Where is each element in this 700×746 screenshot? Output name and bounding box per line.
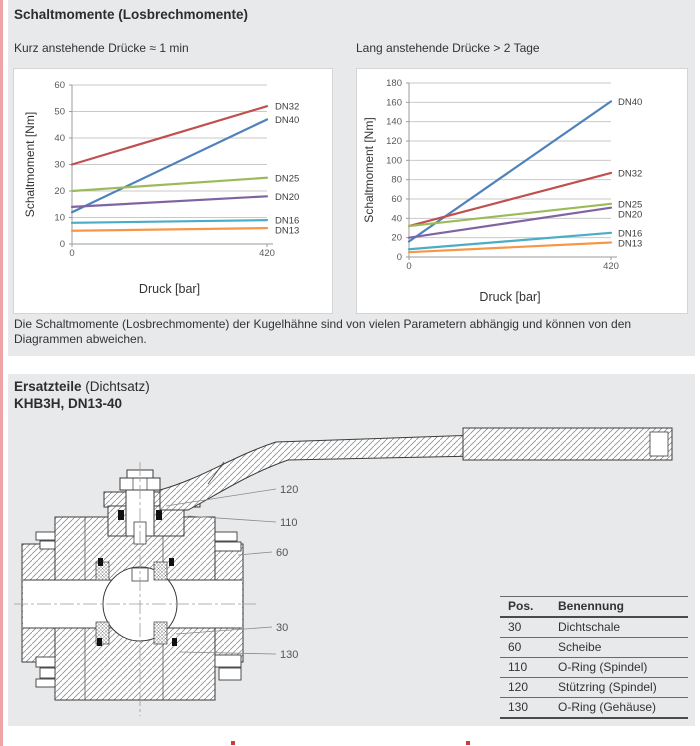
handle-grip: [462, 427, 673, 461]
x-axis-title: Druck [bar]: [139, 282, 200, 296]
part-pos: 30: [508, 620, 522, 634]
y-tick-label: 140: [386, 117, 402, 128]
spare-parts-heading-plain: (Dichtsatz): [81, 379, 150, 394]
part-pos: 130: [508, 700, 529, 714]
y-tick-label: 120: [386, 136, 402, 147]
parts-table-header-pos: Pos.: [508, 599, 534, 613]
y-axis-title: Schaltmoment [Nm]: [23, 112, 37, 217]
part-pos: 60: [508, 640, 522, 654]
series-label-DN40: DN40: [618, 97, 642, 108]
series-label-DN40: DN40: [275, 115, 299, 126]
callout-leaders: [165, 488, 277, 655]
flange-bolts: [35, 531, 242, 688]
series-line-DN32: [70, 105, 269, 166]
parts-table-header-row: Pos. Benennung: [500, 596, 688, 616]
chart-right-svg: 0 20 40 60 80 100 120 140 160 180 0 420 DN40 DN32 DN25…: [362, 78, 642, 304]
y-tick-label: 10: [54, 213, 65, 224]
valve-cross-section-drawing: 120 110 60 30 130: [14, 427, 673, 716]
x-tick-label: 0: [69, 248, 74, 259]
chart-right-panel: 0 20 40 60 80 100 120 140 160 180 0 420 DN40 DN32 DN25…: [356, 68, 688, 314]
y-tick-label: 40: [54, 133, 65, 144]
x-tick-label: 420: [603, 261, 619, 272]
series-line-DN40: [70, 118, 269, 214]
series-label-DN16: DN16: [275, 216, 299, 227]
chart-right-title: Lang anstehende Drücke > 2 Tage: [356, 41, 540, 55]
chart-left-svg: 0 10 20 30 40 50 60 0 420 DN32 DN40 DN25 DN20 DN16DN1…: [23, 80, 299, 296]
series-line-DN13: [407, 241, 613, 254]
parts-table-row: 30 Dichtschale: [500, 616, 688, 637]
y-tick-label: 20: [391, 233, 402, 244]
section-ersatzteile: Ersatzteile (Dichtsatz) KHB3H, DN13-40: [8, 374, 695, 726]
y-tick-label: 0: [397, 252, 402, 263]
series-label-DN25: DN25: [618, 199, 642, 210]
y-axis-title: Schaltmoment [Nm]: [362, 117, 376, 222]
y-tick-label: 160: [386, 97, 402, 108]
centerlines: [14, 462, 256, 716]
series-line-DN32: [407, 171, 613, 228]
y-tick-label: 80: [391, 175, 402, 186]
part-name: Scheibe: [558, 640, 602, 654]
parts-table-row: 60 Scheibe: [500, 637, 688, 657]
section-schaltmomente: Schaltmomente (Losbrechmomente) Kurz ans…: [8, 0, 695, 356]
parts-table-row: 120 Stützring (Spindel): [500, 677, 688, 697]
y-tick-label: 50: [54, 107, 65, 118]
series-line-DN25: [407, 202, 613, 228]
part-name: O-Ring (Gehäuse): [558, 700, 657, 714]
y-tick-label: 60: [54, 80, 65, 91]
spare-parts-heading-bold: Ersatzteile: [14, 379, 82, 394]
part-pos: 110: [508, 660, 528, 674]
parts-table-row: 110 O-Ring (Spindel): [500, 657, 688, 677]
callout-label-60: 60: [276, 547, 288, 559]
callout-label-110: 110: [280, 517, 298, 529]
chart-left-panel: 0 10 20 30 40 50 60 0 420 DN32 DN40 DN25 DN20 DN16 DN1…: [13, 68, 333, 314]
page-left-accent-bar: [0, 0, 3, 746]
disclaimer-note: Die Schaltmomente (Losbrechmomente) der …: [14, 317, 632, 346]
series-line-DN13: [70, 227, 269, 232]
red-print-mark: [466, 741, 470, 745]
series-line-DN20: [407, 206, 613, 239]
x-tick-label: 0: [406, 261, 411, 272]
y-tick-label: 0: [60, 239, 65, 250]
callout-label-120: 120: [280, 484, 298, 496]
parts-table-row: 130 O-Ring (Gehäuse): [500, 697, 688, 719]
series-label-DN20: DN20: [275, 192, 299, 203]
valve-handle: [159, 427, 673, 511]
x-tick-label: 420: [259, 248, 275, 259]
section-title: Schaltmomente (Losbrechmomente): [14, 7, 249, 22]
y-tick-label: 60: [391, 194, 402, 205]
series-label-DN32: DN32: [275, 102, 299, 113]
series-line-DN16: [407, 231, 613, 251]
series-label-DN32: DN32: [618, 168, 642, 179]
parts-table-header-name: Benennung: [558, 599, 624, 613]
spare-parts-heading: Ersatzteile (Dichtsatz) KHB3H, DN13-40: [14, 378, 150, 412]
y-tick-label: 30: [54, 160, 65, 171]
part-name: Stützring (Spindel): [558, 680, 657, 694]
y-tick-label: 100: [386, 155, 402, 166]
y-tick-label: 40: [391, 213, 402, 224]
series-line-DN25: [70, 176, 269, 193]
series-label-DN13: DN13: [618, 238, 642, 249]
y-tick-label: 180: [386, 78, 402, 89]
callout-label-30: 30: [276, 622, 288, 634]
parts-table: Pos. Benennung 30 Dichtschale 60 Scheibe…: [500, 596, 688, 719]
x-axis-title: Druck [bar]: [479, 290, 540, 304]
part-name: O-Ring (Spindel): [558, 660, 648, 674]
series-label-DN25: DN25: [275, 173, 299, 184]
series-label-DN20: DN20: [618, 209, 642, 220]
series-label-DN16: DN16: [618, 228, 642, 239]
part-name: Dichtschale: [558, 620, 621, 634]
red-print-mark: [231, 741, 235, 745]
series-line-DN20: [70, 195, 269, 208]
chart-left-title: Kurz anstehende Drücke ≈ 1 min: [14, 41, 189, 55]
spare-parts-model: KHB3H, DN13-40: [14, 396, 123, 411]
housing-o-rings: [97, 558, 177, 646]
series-label-DN13: DN13: [275, 226, 299, 237]
part-pos: 120: [508, 680, 529, 694]
series-line-DN16: [70, 219, 269, 224]
series-line-DN40: [407, 100, 613, 243]
callout-label-130: 130: [280, 649, 298, 661]
y-tick-label: 20: [54, 186, 65, 197]
